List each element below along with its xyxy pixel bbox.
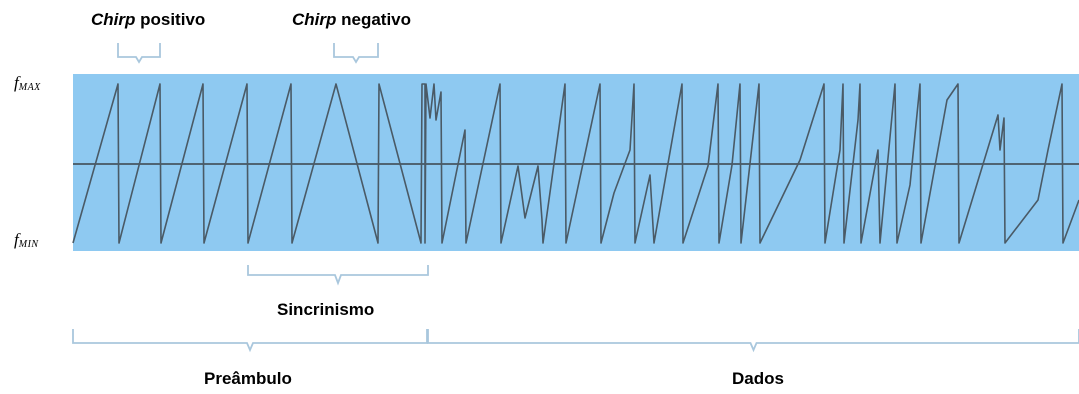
- fmax-symbol: f: [14, 73, 19, 92]
- sync-bracket: [247, 265, 429, 286]
- chirp-positive-label-rest: positivo: [135, 10, 206, 29]
- preamble-label: Preâmbulo: [204, 369, 292, 388]
- data-bracket: [427, 329, 1079, 353]
- chirp-negative-bracket: [333, 43, 379, 64]
- chirp-positive-label: Chirp positivo: [91, 10, 205, 30]
- chirp-negative-label-rest: negativo: [336, 10, 412, 29]
- fmax-subscript: MAX: [18, 82, 41, 93]
- chirp-signal-trace: [72, 83, 1079, 244]
- data-label: Dados: [732, 369, 784, 388]
- sync-label: Sincrinismo: [277, 300, 375, 319]
- fmax-axis-label: fMAX: [14, 73, 41, 93]
- fmin-symbol: f: [14, 230, 19, 249]
- fmin-axis-label: fMIN: [14, 230, 39, 250]
- preamble-bracket: [72, 329, 428, 353]
- chirp-positive-bracket: [117, 43, 161, 64]
- chirp-negative-label: Chirp negativo: [292, 10, 411, 30]
- chirp-positive-label-emph: Chirp: [91, 10, 136, 29]
- fmin-subscript: MIN: [18, 239, 39, 250]
- frequency-band: [73, 74, 1079, 251]
- chirp-negative-label-emph: Chirp: [292, 10, 337, 29]
